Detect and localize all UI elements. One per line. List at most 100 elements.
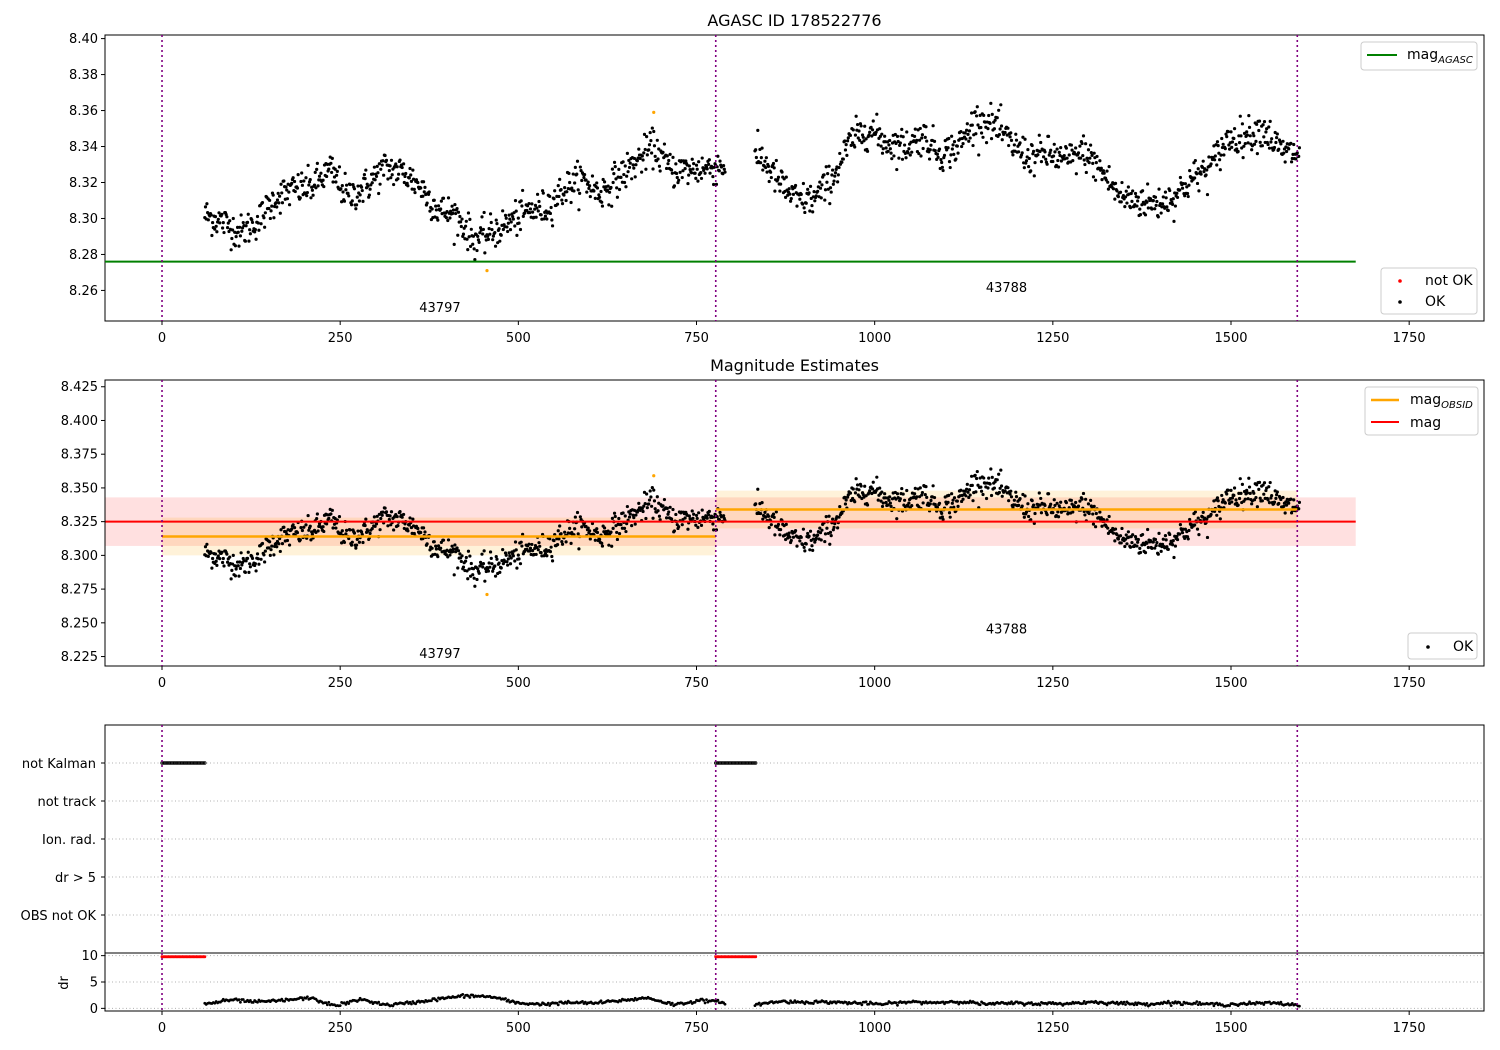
ok-point	[697, 160, 701, 164]
ok-point	[359, 185, 364, 189]
ok-point	[1175, 191, 1179, 195]
ok-point	[464, 219, 468, 223]
dr-xtick-label: 1000	[858, 1021, 891, 1036]
ok-point	[1240, 482, 1245, 486]
ok-point	[1283, 511, 1287, 515]
ok-point	[389, 158, 394, 162]
ok-point	[956, 151, 960, 155]
ok-point	[635, 159, 639, 163]
ok-point	[344, 532, 348, 536]
ok-point	[968, 136, 972, 140]
ok-point	[489, 556, 493, 561]
ok-point	[1201, 159, 1205, 163]
ok-point	[342, 540, 347, 545]
ok-point	[411, 177, 416, 181]
ok-point	[1011, 153, 1015, 157]
ok-point	[1215, 163, 1219, 167]
ok-point	[398, 509, 402, 514]
ok-point	[396, 523, 400, 528]
ok-point	[837, 165, 841, 170]
ok-point	[468, 244, 473, 248]
ok-point	[951, 143, 955, 147]
ok-point	[950, 134, 954, 138]
ok-point	[569, 200, 573, 205]
ok-point	[536, 548, 540, 552]
dr-point	[414, 1002, 418, 1006]
dr-xtick-label: 1750	[1393, 1021, 1426, 1036]
ok-point	[327, 516, 331, 520]
ok-point	[311, 193, 315, 197]
ok-point	[339, 531, 343, 535]
ok-point	[305, 190, 309, 195]
ok-point	[422, 190, 426, 194]
ok-point	[356, 529, 360, 533]
ok-point	[868, 489, 872, 493]
ok-point	[947, 511, 952, 515]
ok-point	[1282, 151, 1286, 155]
ok-point	[1205, 192, 1210, 197]
ok-point	[1297, 500, 1302, 504]
ok-point	[590, 174, 595, 178]
ok-point	[458, 552, 462, 556]
ok-point	[995, 116, 999, 120]
ok-point	[407, 176, 411, 180]
ok-point	[893, 132, 897, 137]
ok-point	[358, 193, 362, 197]
ok-point	[612, 160, 617, 164]
dr-point	[920, 1002, 924, 1006]
ok-point	[653, 507, 657, 511]
ok-point	[472, 576, 476, 580]
ok-point	[1234, 498, 1238, 502]
ok-point	[1100, 524, 1104, 528]
ok-point	[497, 227, 501, 231]
ok-point	[471, 573, 475, 577]
ok-point	[684, 159, 688, 163]
ok-point	[1074, 172, 1078, 176]
ok-point	[633, 522, 637, 526]
ok-point	[370, 181, 374, 185]
ok-point	[1245, 130, 1249, 134]
ok-point	[1089, 498, 1093, 502]
ok-point	[247, 570, 251, 574]
ok-point	[960, 144, 964, 149]
ok-point	[615, 530, 619, 535]
ok-point	[371, 172, 375, 176]
ok-point	[539, 213, 543, 217]
ok-point	[389, 176, 393, 180]
ok-point	[465, 569, 469, 573]
dr-xtick-label: 500	[506, 1021, 531, 1036]
ok-point	[884, 500, 888, 505]
ok-point	[849, 143, 853, 147]
ok-point	[658, 518, 662, 522]
ok-point	[1131, 533, 1135, 537]
ok-point	[769, 175, 773, 180]
ok-point	[1151, 198, 1155, 203]
ok-point	[378, 528, 382, 532]
ok-point	[372, 515, 376, 519]
ok-point	[1170, 543, 1175, 547]
ok-point	[888, 495, 892, 499]
ok-point	[1217, 151, 1221, 155]
ok-point	[1146, 206, 1150, 210]
obsid-label: 43797	[419, 301, 460, 316]
ok-point	[334, 180, 338, 184]
ok-point	[683, 516, 687, 520]
dr-point	[1038, 1003, 1042, 1007]
ok-point	[1133, 535, 1138, 539]
ok-point	[610, 167, 615, 171]
ok-point	[1173, 204, 1178, 208]
ok-point	[322, 184, 326, 189]
dr-point	[301, 998, 305, 1002]
ok-point	[812, 533, 816, 537]
ok-point	[592, 189, 596, 193]
ok-point	[1146, 527, 1150, 532]
ok-point	[997, 108, 1001, 112]
ok-point	[330, 170, 334, 175]
ok-point	[348, 528, 352, 532]
ok-point	[854, 477, 858, 481]
ok-point	[549, 205, 553, 210]
dr-point	[324, 1001, 328, 1005]
ok-point	[1205, 168, 1209, 172]
ok-point	[681, 169, 685, 173]
ok-point	[250, 218, 254, 222]
